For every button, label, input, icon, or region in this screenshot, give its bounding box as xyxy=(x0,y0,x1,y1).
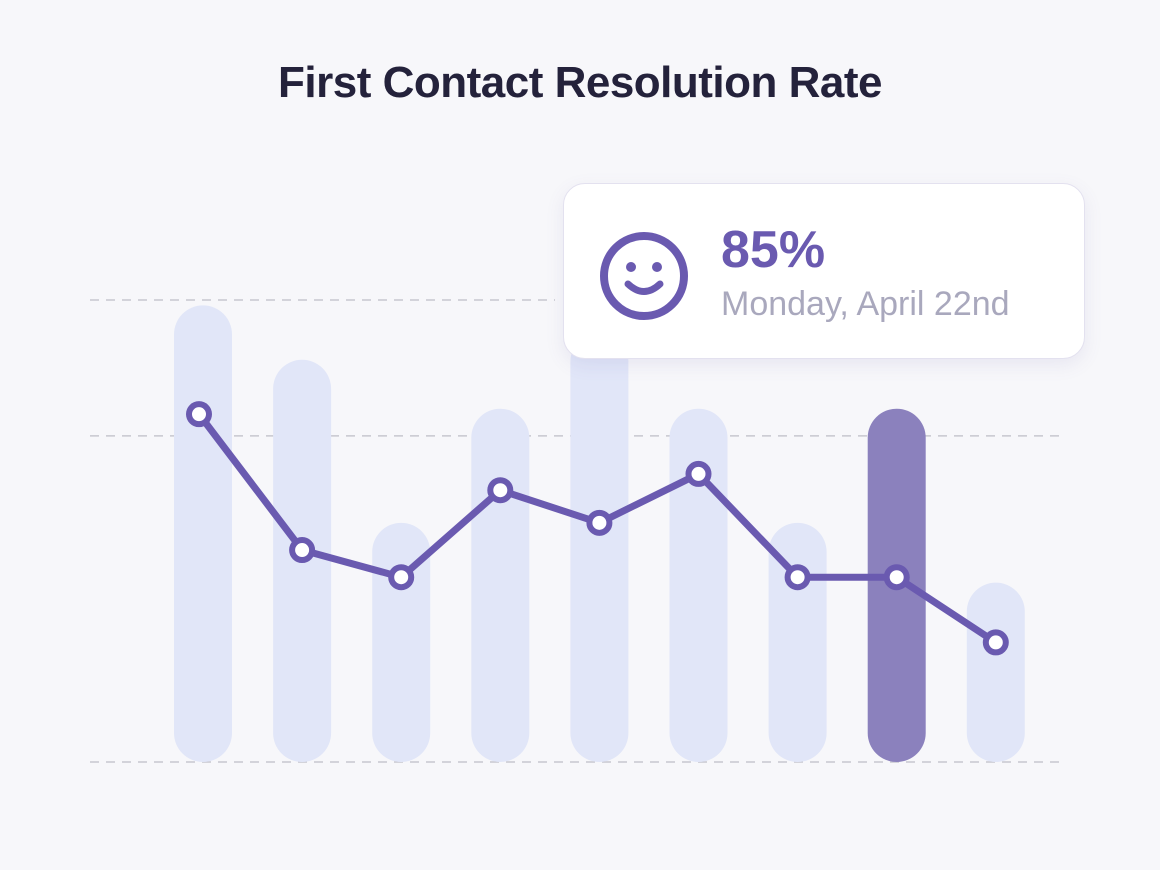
line-point-8 xyxy=(883,564,910,591)
line-point-5 xyxy=(586,509,613,536)
chart-title: First Contact Resolution Rate xyxy=(278,58,883,107)
line-point-2 xyxy=(289,537,316,564)
tooltip-date: Monday, April 22nd xyxy=(721,285,1010,323)
smiley-face-icon xyxy=(600,232,688,320)
bar-5 xyxy=(570,332,629,762)
line-point-4 xyxy=(487,477,514,504)
bar-1 xyxy=(174,305,232,762)
bar-9 xyxy=(966,582,1025,762)
line-point-6 xyxy=(685,460,712,487)
bar-3 xyxy=(372,522,431,762)
tooltip-value: 85% xyxy=(721,221,826,279)
bar-7 xyxy=(768,522,827,762)
line-point-7 xyxy=(784,564,811,591)
line-point-9 xyxy=(982,629,1009,656)
line-point-1 xyxy=(186,401,212,428)
line-point-3 xyxy=(388,564,415,591)
tooltip-card: 85% Monday, April 22nd xyxy=(563,183,1085,359)
bar-4 xyxy=(471,408,530,762)
bar-6 xyxy=(669,408,728,762)
